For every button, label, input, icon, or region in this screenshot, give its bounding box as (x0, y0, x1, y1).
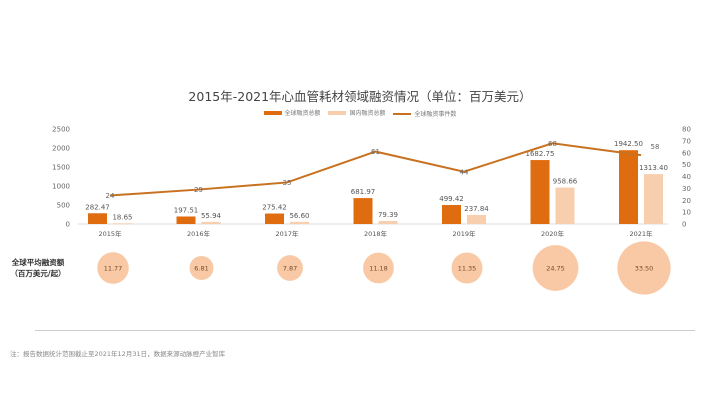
line-data-label: 44 (460, 168, 469, 176)
bar-domestic (555, 187, 575, 224)
bar-domestic (467, 214, 486, 224)
bar-global (619, 150, 638, 224)
data-label: 79.39 (378, 211, 398, 219)
x-tick-label: 2015年 (98, 229, 122, 238)
data-label: 1942.50 (614, 140, 643, 148)
bubble-label: 7.87 (283, 265, 297, 273)
bubble-label-line1: 全球平均融资额 (11, 258, 65, 267)
legend: 全球融资总额 国内融资总额 全球融资事件数 (0, 108, 720, 118)
y2-tick-label: 10 (682, 209, 691, 217)
legend-label: 全球融资总额 (284, 110, 321, 117)
bubble-label: 6.81 (194, 265, 208, 273)
x-tick-label: 2018年 (364, 229, 388, 238)
data-label: 499.42 (439, 195, 464, 203)
legend-label: 国内融资总额 (349, 110, 386, 117)
line-data-label: 29 (194, 186, 203, 194)
legend-swatch (263, 110, 282, 115)
x-tick-label: 2019年 (452, 229, 476, 238)
data-label: 1313.40 (639, 164, 668, 172)
bar-global (353, 198, 373, 224)
data-label: 958.66 (553, 178, 578, 186)
bubble (532, 245, 579, 291)
footnote: 注：报告数据统计范围截止至2021年12月31日，数据来源动脉橙产业智库 (10, 350, 226, 358)
bar-global (88, 213, 107, 224)
x-tick-label: 2016年 (187, 229, 211, 238)
x-tick-label: 2021年 (629, 229, 653, 238)
data-label: 275.42 (262, 204, 287, 212)
data-label: 237.84 (464, 205, 489, 213)
y2-tick-label: 40 (682, 173, 691, 181)
bar-domestic (644, 174, 663, 224)
legend-swatch (328, 110, 347, 115)
legend-swatch (393, 112, 412, 115)
bubble-label: 11.77 (104, 265, 123, 273)
y-tick-label: 500 (57, 202, 70, 210)
bubble (617, 241, 671, 295)
line-data-label: 35 (283, 179, 292, 187)
bubble (363, 252, 394, 284)
y2-tick-label: 70 (682, 137, 691, 145)
y-tick-label: 1000 (52, 183, 70, 191)
bubble (189, 255, 214, 281)
bubble-row-label: 全球平均融资额 （百万美元/起） (8, 257, 68, 279)
y2-tick-label: 60 (682, 149, 691, 157)
line-data-label: 68 (548, 140, 557, 148)
y2-tick-label: 80 (682, 126, 691, 134)
bubble-label: 11.35 (458, 265, 477, 273)
legend-item-event-count: 全球融资事件数 (393, 109, 456, 118)
y-tick-label: 2500 (52, 126, 70, 134)
x-tick-label: 2020年 (541, 229, 565, 238)
data-label: 18.65 (112, 213, 132, 221)
y2-tick-label: 20 (682, 197, 691, 205)
bubble-label: 11.18 (369, 265, 388, 273)
bubble (277, 255, 303, 281)
legend-label: 全球融资事件数 (414, 111, 457, 118)
y-tick-label: 2000 (52, 145, 70, 153)
y2-tick-label: 0 (682, 221, 686, 229)
chart-title: 2015年-2021年心血管耗材领域融资情况（单位：百万美元） (188, 89, 532, 104)
line-data-label: 24 (106, 192, 115, 200)
bar-domestic (201, 221, 221, 224)
line-data-label: 61 (371, 148, 380, 156)
bar-domestic (290, 221, 309, 224)
data-label: 282.47 (85, 203, 110, 211)
y2-tick-label: 50 (682, 161, 691, 169)
legend-item-domestic-total: 国内融资总额 (328, 108, 386, 117)
data-label: 1682.75 (526, 150, 555, 158)
divider (35, 330, 695, 331)
data-label: 56.60 (289, 212, 309, 220)
y-tick-label: 0 (66, 221, 70, 229)
data-label: 55.94 (201, 212, 222, 220)
bar-global (265, 213, 284, 224)
bar-domestic (113, 223, 132, 225)
bubble-label: 33.50 (635, 265, 654, 273)
y2-tick-label: 30 (682, 185, 691, 193)
line-event-count (109, 142, 642, 197)
bubble-label: 24.75 (546, 265, 565, 273)
data-label: 197.51 (174, 206, 199, 214)
bar-global (530, 160, 550, 224)
legend-item-global-total: 全球融资总额 (263, 108, 321, 117)
bar-domestic (378, 220, 398, 224)
bar-global (442, 205, 461, 224)
bubble (97, 252, 129, 284)
line-data-label: 58 (651, 143, 660, 151)
x-tick-label: 2017年 (275, 229, 299, 238)
bubble (451, 252, 483, 284)
bar-global (176, 216, 196, 224)
data-label: 681.97 (351, 188, 376, 196)
bubble-label-line2: （百万美元/起） (10, 269, 66, 278)
y-tick-label: 1500 (52, 164, 70, 172)
